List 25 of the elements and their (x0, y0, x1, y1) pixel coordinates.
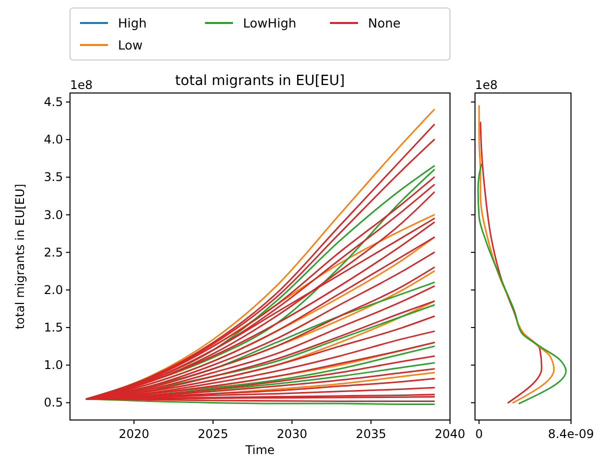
x-tick-label: 8.4e-09 (548, 427, 594, 441)
y-tick-label: 2.5 (44, 245, 63, 260)
y-tick-label: 1.0 (44, 358, 63, 372)
legend-label: None (368, 16, 401, 30)
x-tick-label: 2030 (276, 427, 308, 441)
legend-label: LowHigh (243, 16, 296, 30)
x-tick-label: 2020 (118, 427, 150, 441)
y-tick-label: 4.0 (44, 132, 63, 147)
text: 1e8 (70, 78, 93, 92)
x-tick-label: 0 (475, 427, 483, 441)
x-axis-title: Time (244, 443, 275, 457)
legend-label: Low (118, 38, 143, 52)
y-tick-label: 3.5 (44, 170, 63, 184)
chart-title: total migrants in EU[EU] (175, 73, 345, 89)
y-tick-label: 0.5 (44, 396, 63, 410)
legend-label: High (118, 16, 147, 30)
y-axis-title: total migrants in EU[EU] (13, 184, 27, 330)
x-tick-label: 2035 (356, 427, 386, 441)
y-tick-label: 2.0 (44, 282, 63, 297)
y-tick-label: 3.0 (44, 208, 63, 222)
y-tick-label: 4.5 (44, 95, 63, 110)
x-tick-label: 2025 (198, 427, 228, 441)
y-tick-label: 1.5 (44, 320, 63, 335)
x-tick-label: 2040 (434, 427, 466, 441)
text: 1e8 (475, 78, 498, 92)
